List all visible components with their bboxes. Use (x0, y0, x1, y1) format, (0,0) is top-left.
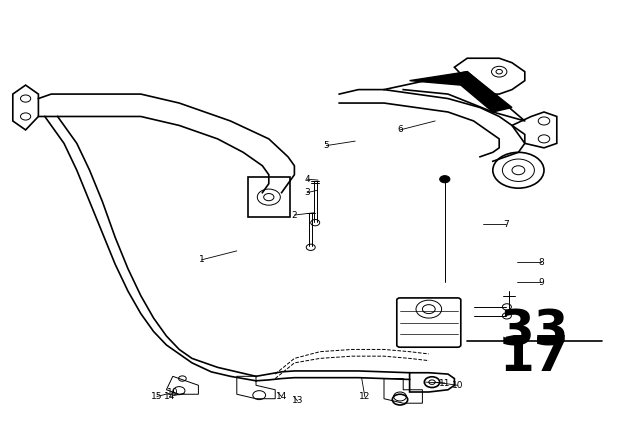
Text: 14: 14 (276, 392, 287, 401)
Text: 5: 5 (324, 141, 329, 150)
Text: 4: 4 (305, 175, 310, 184)
FancyBboxPatch shape (248, 177, 289, 217)
Text: 8: 8 (538, 258, 543, 267)
Polygon shape (410, 72, 512, 112)
Text: 3: 3 (305, 188, 310, 197)
Text: 17: 17 (500, 333, 569, 381)
Text: 6: 6 (397, 125, 403, 134)
Text: 10: 10 (452, 381, 463, 390)
Text: 12: 12 (359, 392, 371, 401)
Text: 1: 1 (199, 255, 204, 264)
Text: 33: 33 (500, 307, 569, 355)
Text: 7: 7 (503, 220, 508, 228)
Text: 13: 13 (292, 396, 303, 405)
Circle shape (440, 176, 450, 183)
Text: 2: 2 (292, 211, 297, 220)
Text: 11: 11 (439, 379, 451, 388)
Text: 10: 10 (167, 388, 179, 396)
Text: 9: 9 (538, 278, 543, 287)
FancyBboxPatch shape (397, 298, 461, 347)
Text: 14: 14 (164, 392, 175, 401)
Text: 15: 15 (151, 392, 163, 401)
